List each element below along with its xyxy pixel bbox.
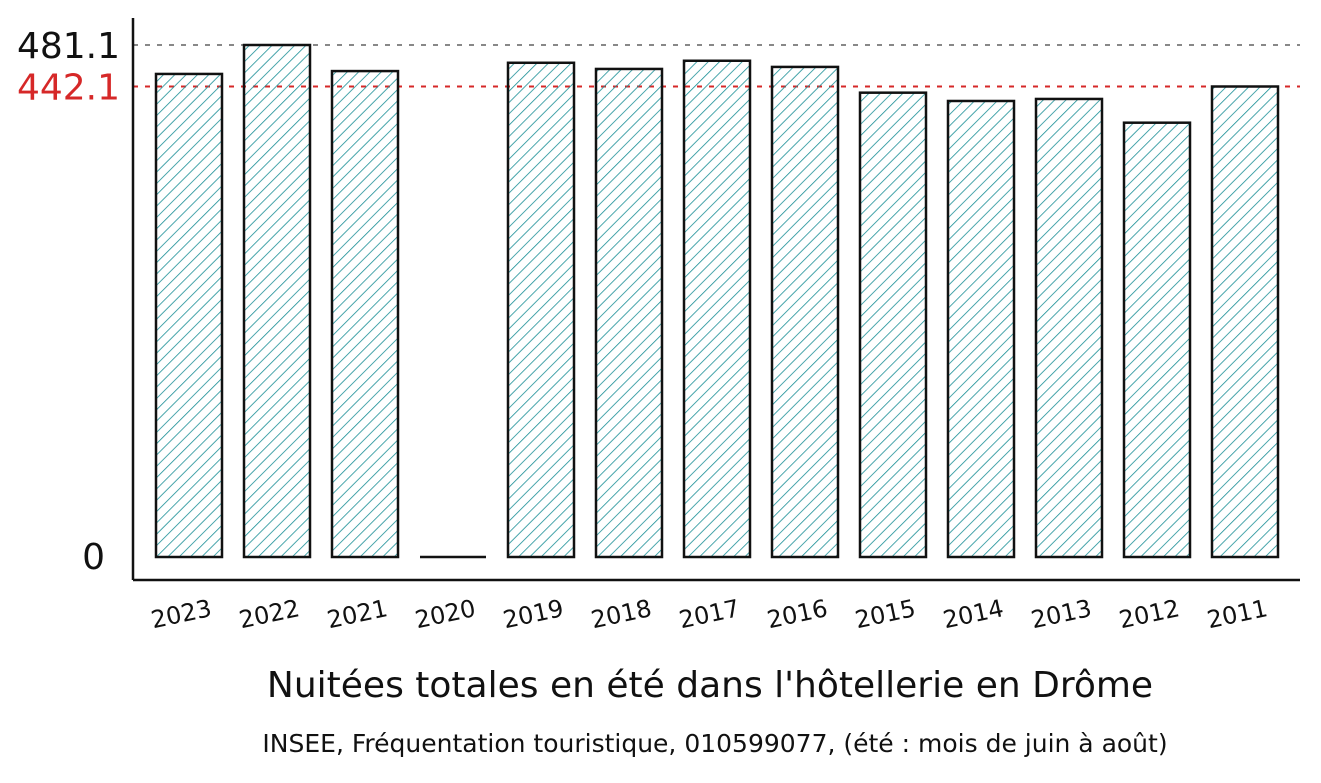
x-tick-label-2015: 2015 — [853, 594, 919, 634]
y-tick-label-0: 0 — [82, 537, 105, 578]
x-tick-label-2017: 2017 — [677, 594, 743, 634]
x-tick-label-2011: 2011 — [1205, 594, 1271, 634]
bar-2017 — [682, 59, 752, 559]
x-tick-label-2020: 2020 — [413, 594, 479, 634]
bar-2022 — [242, 43, 312, 559]
bar-2018 — [594, 67, 664, 559]
bar-2021 — [330, 69, 400, 559]
reference-label-0: 481.1 — [17, 26, 120, 67]
x-tick-label-2021: 2021 — [325, 594, 391, 634]
x-tick-labels: 2023 2022 2021 2020 2019 2018 2017 2016 2015 2014… — [149, 594, 1271, 634]
bar-2016 — [770, 65, 840, 559]
bar-2015 — [858, 91, 928, 559]
bar-2019 — [506, 61, 576, 559]
x-tick-label-2023: 2023 — [149, 594, 215, 634]
reference-label-1: 442.1 — [17, 68, 120, 109]
x-tick-label-2012: 2012 — [1117, 594, 1183, 634]
x-tick-label-2014: 2014 — [941, 594, 1007, 634]
bar-2011 — [1210, 85, 1280, 559]
x-tick-label-2022: 2022 — [237, 594, 303, 634]
x-axis-title: Nuitées totales en été dans l'hôtellerie… — [267, 665, 1153, 706]
bar-2013 — [1034, 97, 1104, 559]
bars — [154, 43, 1280, 559]
source-note: INSEE, Fréquentation touristique, 010599… — [262, 729, 1167, 758]
bar-2012 — [1122, 121, 1192, 559]
x-tick-label-2019: 2019 — [501, 594, 567, 634]
x-tick-label-2018: 2018 — [589, 594, 655, 634]
x-tick-label-2016: 2016 — [765, 594, 831, 634]
axes — [131, 18, 1300, 582]
x-tick-label-2013: 2013 — [1029, 594, 1095, 634]
bar-2023 — [154, 72, 224, 559]
reference-lines — [133, 44, 1300, 88]
bar-2014 — [946, 99, 1016, 559]
